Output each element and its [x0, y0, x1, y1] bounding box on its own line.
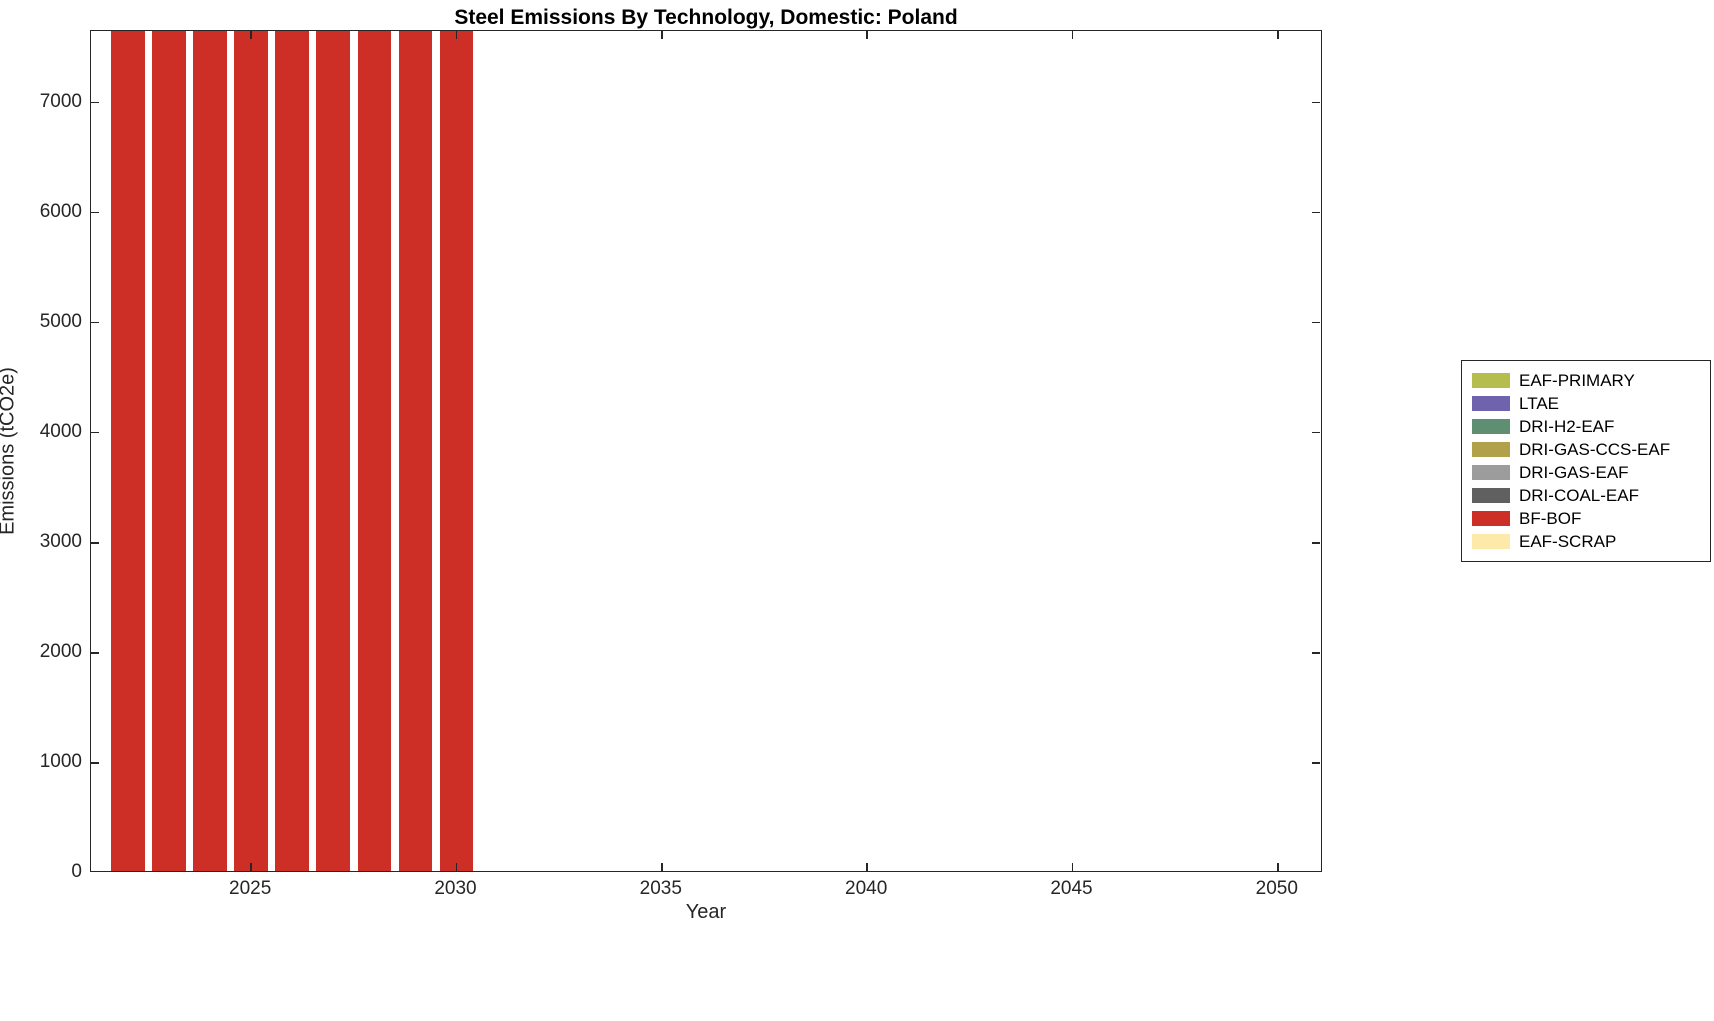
y-tick-mark [91, 101, 99, 104]
y-tick-mark [91, 542, 99, 544]
y-tick-mark [91, 762, 99, 764]
legend-item-eaf-scrap: EAF-SCRAP [1472, 530, 1700, 553]
bar-bf-bof [316, 31, 351, 871]
y-tick-mark [1312, 652, 1320, 654]
x-tick-mark [661, 863, 663, 871]
legend-item-dri-coal-eaf: DRI-COAL-EAF [1472, 484, 1700, 507]
y-tick-mark [1312, 211, 1320, 214]
y-tick-label: 2000 [39, 640, 82, 662]
legend-swatch-icon [1472, 373, 1510, 388]
plot-area [90, 30, 1322, 872]
x-tick-mark [1071, 863, 1074, 871]
x-tick-mark [1071, 31, 1074, 39]
legend-swatch-icon [1472, 534, 1510, 549]
y-tick-mark [1312, 431, 1320, 434]
legend-item-dri-gas-eaf: DRI-GAS-EAF [1472, 461, 1700, 484]
y-tick-mark [91, 211, 99, 214]
bar-bf-bof [398, 31, 433, 871]
chart-title: Steel Emissions By Technology, Domestic:… [454, 6, 958, 29]
bar-bf-bof [439, 31, 474, 871]
legend-item-dri-h2-eaf: DRI-H2-EAF [1472, 415, 1700, 438]
x-tick-mark [250, 863, 252, 871]
legend-label: DRI-GAS-CCS-EAF [1519, 439, 1671, 459]
bar-bf-bof [152, 31, 186, 871]
legend-label: BF-BOF [1519, 508, 1582, 528]
y-tick-mark [1312, 321, 1320, 324]
bar-bf-bof [193, 31, 227, 871]
x-tick-mark [1277, 863, 1279, 871]
legend-swatch-icon [1472, 465, 1510, 480]
x-tick-mark [250, 31, 252, 39]
legend-label: LTAE [1519, 393, 1559, 413]
bar-bf-bof [111, 31, 145, 871]
x-tick-label: 2045 [1050, 878, 1093, 899]
legend-label: EAF-SCRAP [1519, 531, 1617, 551]
x-tick-label: 2035 [639, 878, 682, 899]
x-tick-label: 2050 [1255, 878, 1298, 899]
x-tick-mark [866, 31, 868, 39]
legend-label: DRI-H2-EAF [1519, 416, 1615, 436]
x-tick-mark [455, 31, 458, 39]
y-tick-label: 6000 [39, 200, 82, 222]
legend-swatch-icon [1472, 442, 1510, 457]
y-tick-mark [91, 652, 99, 654]
legend-label: EAF-PRIMARY [1519, 370, 1635, 390]
legend-swatch-icon [1472, 511, 1510, 526]
x-tick-label: 2025 [229, 878, 272, 899]
x-axis-label: Year [685, 901, 727, 923]
y-tick-mark [91, 321, 99, 324]
y-tick-label: 4000 [39, 420, 82, 442]
legend-swatch-icon [1472, 488, 1510, 503]
y-tick-mark [91, 431, 99, 434]
x-tick-mark [866, 863, 868, 871]
y-tick-mark [1312, 762, 1320, 764]
legend: EAF-PRIMARY LTAE DRI-H2-EAF DRI-GAS-CCS-EAF… [1461, 360, 1711, 562]
x-tick-mark [1277, 31, 1279, 39]
legend-item-ltae: LTAE [1472, 392, 1700, 415]
legend-label: DRI-COAL-EAF [1519, 485, 1639, 505]
y-tick-label: 3000 [39, 530, 82, 552]
x-tick-label: 2040 [845, 878, 888, 899]
y-tick-label: 1000 [39, 750, 82, 772]
y-tick-label: 7000 [39, 90, 82, 112]
legend-item-bf-bof: BF-BOF [1472, 507, 1700, 530]
x-tick-mark [455, 863, 458, 871]
y-axis-label: Emissions (tCO2e) [0, 367, 19, 535]
legend-item-eaf-primary: EAF-PRIMARY [1472, 369, 1700, 392]
y-tick-label: 5000 [39, 310, 82, 332]
y-tick-mark [1312, 101, 1320, 104]
x-tick-label: 2030 [434, 878, 477, 899]
y-tick-label: 0 [71, 861, 82, 882]
legend-swatch-icon [1472, 396, 1510, 411]
bar-bf-bof [234, 31, 268, 871]
legend-item-dri-gas-ccs-eaf: DRI-GAS-CCS-EAF [1472, 438, 1700, 461]
y-tick-mark [1312, 542, 1320, 544]
bar-bf-bof [357, 31, 392, 871]
legend-swatch-icon [1472, 419, 1510, 434]
x-tick-mark [661, 31, 663, 39]
bar-bf-bof [275, 31, 310, 871]
legend-label: DRI-GAS-EAF [1519, 462, 1629, 482]
